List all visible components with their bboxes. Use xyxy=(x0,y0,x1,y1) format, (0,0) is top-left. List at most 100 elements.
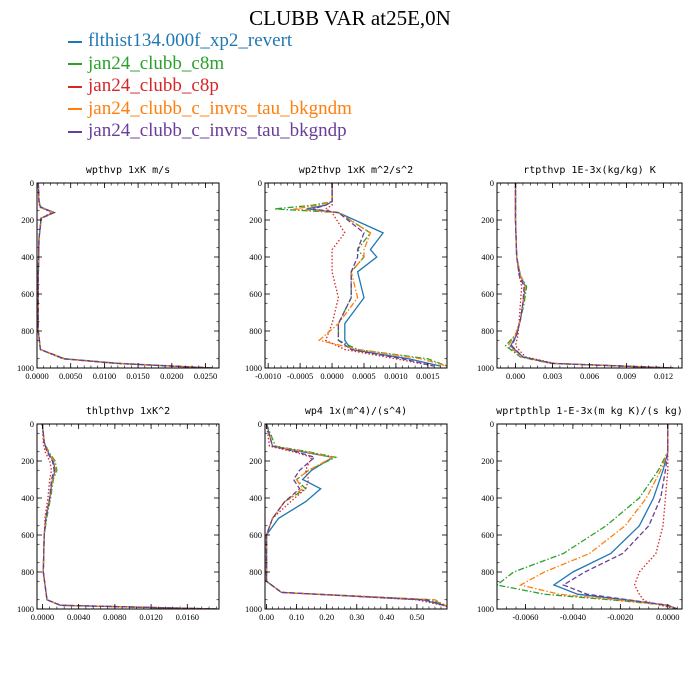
x-tick-label: -0.0060 xyxy=(512,612,538,622)
x-tick-label: 0.0000 xyxy=(320,371,343,381)
legend-swatch xyxy=(68,85,82,88)
legend-swatch xyxy=(68,108,82,111)
y-tick-label: 1000 xyxy=(477,363,494,373)
series-line xyxy=(507,183,674,368)
y-tick-label: 0 xyxy=(30,178,34,188)
plot-frame xyxy=(264,182,448,369)
series-line xyxy=(504,183,674,368)
y-tick-label: 1000 xyxy=(477,604,494,614)
series-line xyxy=(41,424,217,609)
legend-item: jan24_clubb_c8m xyxy=(68,53,352,76)
x-tick-label: 0.0120 xyxy=(139,612,162,622)
y-tick-label: 800 xyxy=(21,567,34,577)
series-line xyxy=(633,424,678,609)
series-line xyxy=(265,424,447,607)
series-line xyxy=(518,424,678,609)
x-tick-label: -0.0005 xyxy=(287,371,313,381)
y-tick-label: 600 xyxy=(21,289,34,299)
y-tick-label: 600 xyxy=(481,530,494,540)
x-tick-label: -0.0040 xyxy=(560,612,586,622)
y-tick-label: 800 xyxy=(21,326,34,336)
x-tick-label: 0.0000 xyxy=(25,371,48,381)
x-tick-label: 0.0160 xyxy=(176,612,199,622)
y-tick-label: 600 xyxy=(249,289,262,299)
y-tick-label: 800 xyxy=(249,326,262,336)
x-tick-label: 0.012 xyxy=(654,371,673,381)
panel: wprtpthlp 1-E-3x(m kg K)/(s kg)0 200 400 60… xyxy=(477,406,683,622)
x-tick-label: 0.009 xyxy=(617,371,636,381)
series-line xyxy=(265,424,447,607)
panel-title: wpthvp 1xK m/s xyxy=(86,165,170,176)
y-tick-label: 0 xyxy=(490,178,494,188)
legend-item: jan24_clubb_c_invrs_tau_bkgndm xyxy=(68,98,352,121)
x-tick-label: 0.0200 xyxy=(160,371,183,381)
series-line xyxy=(561,424,678,609)
series-line xyxy=(37,183,213,368)
legend-item: jan24_clubb_c_invrs_tau_bkgndp xyxy=(68,120,352,143)
y-tick-label: 400 xyxy=(481,252,494,262)
series-line xyxy=(37,183,213,368)
panel-title: thlpthvp 1xK^2 xyxy=(86,406,170,417)
series-line xyxy=(514,183,674,368)
legend: flthist134.000f_xp2_revert jan24_clubb_c… xyxy=(68,30,352,143)
y-tick-label: 400 xyxy=(21,493,34,503)
legend-swatch xyxy=(68,63,82,66)
series-line xyxy=(41,424,217,609)
y-tick-label: 0 xyxy=(258,178,262,188)
x-tick-label: 0.0015 xyxy=(416,371,439,381)
y-tick-label: 400 xyxy=(249,252,262,262)
x-tick-label: 0.30 xyxy=(349,612,364,622)
series-line xyxy=(37,183,213,368)
series-line xyxy=(41,424,217,609)
y-tick-label: 200 xyxy=(249,456,262,466)
plot-frame xyxy=(36,182,220,369)
y-tick-label: 200 xyxy=(249,215,262,225)
x-tick-label: 0.10 xyxy=(289,612,304,622)
x-tick-label: 0.0150 xyxy=(126,371,149,381)
plot-frame xyxy=(36,423,220,610)
x-tick-label: 0.006 xyxy=(580,371,599,381)
series-line xyxy=(509,183,674,368)
y-tick-label: 1000 xyxy=(17,604,34,614)
x-tick-label: 0.0250 xyxy=(194,371,217,381)
panel-title: rtpthvp 1E-3x(kg/kg) K xyxy=(523,165,655,176)
series-line xyxy=(41,424,217,609)
y-tick-label: 400 xyxy=(481,493,494,503)
legend-label: flthist134.000f_xp2_revert xyxy=(88,30,293,51)
series-line xyxy=(324,183,435,367)
series-line xyxy=(265,424,447,607)
panel-title: wp4 1x(m^4)/(s^4) xyxy=(305,406,407,417)
x-tick-label: 0.0080 xyxy=(103,612,126,622)
y-tick-label: 1000 xyxy=(17,363,34,373)
panel-title: wp2thvp 1xK m^2/s^2 xyxy=(299,165,413,176)
y-tick-label: 800 xyxy=(481,567,494,577)
legend-item: flthist134.000f_xp2_revert xyxy=(68,30,352,53)
y-tick-label: 800 xyxy=(481,326,494,336)
series-line xyxy=(552,424,678,609)
series-line xyxy=(41,424,217,609)
x-tick-label: 0.0050 xyxy=(59,371,82,381)
plot-frame xyxy=(264,423,448,610)
figure-title: CLUBB VAR at25E,0N xyxy=(249,6,451,30)
x-tick-label: 0.003 xyxy=(543,371,562,381)
series-line xyxy=(312,183,435,367)
y-tick-label: 0 xyxy=(490,419,494,429)
panel: rtpthvp 1E-3x(kg/kg) K 0 200 400 600 800 1000 0… xyxy=(477,165,683,381)
series-line xyxy=(274,183,447,367)
y-tick-label: 600 xyxy=(249,530,262,540)
x-tick-label: 0.0010 xyxy=(384,371,407,381)
plot-frame xyxy=(496,423,683,610)
y-tick-label: 0 xyxy=(30,419,34,429)
x-tick-label: -0.0010 xyxy=(255,371,281,381)
y-tick-label: 200 xyxy=(481,215,494,225)
series-line xyxy=(37,183,213,368)
legend-swatch xyxy=(68,130,82,133)
x-tick-label: 0.0000 xyxy=(656,612,679,622)
y-tick-label: 400 xyxy=(21,252,34,262)
series-line xyxy=(265,424,447,607)
